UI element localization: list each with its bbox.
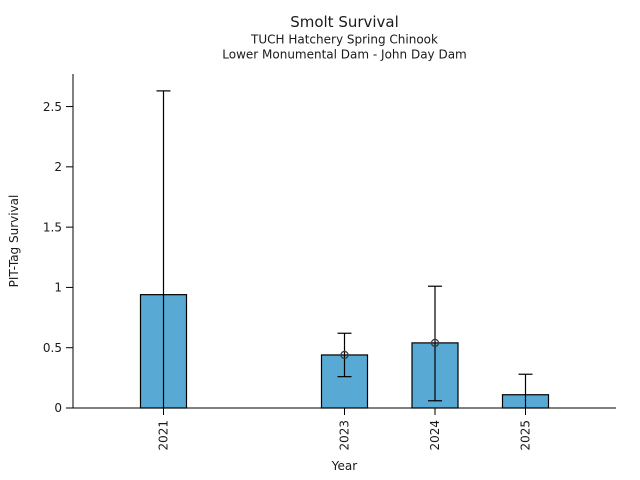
y-tick-label: 2.5 [43,100,62,114]
point-marker-2024 [430,338,440,348]
y-axis-label: PIT-Tag Survival [7,195,21,288]
y-tick-label: 2 [54,160,62,174]
x-axis-label: Year [331,459,357,473]
x-tick-label-2021: 2021 [157,420,171,451]
bar-series [139,90,550,409]
x-tick-label-2023: 2023 [338,420,352,451]
x-axis-ticks: 2021 2023 2024 2025 [157,408,533,451]
y-axis-ticks: 0 0.5 1 1.5 2 2.5 [43,100,73,415]
y-tick-label: 0.5 [43,341,62,355]
chart-subtitle-stock: TUCH Hatchery Spring Chinook [250,33,438,47]
y-tick-label: 0 [54,401,62,415]
y-tick-label: 1 [54,281,62,295]
chart-title: Smolt Survival [290,13,399,31]
chart-subtitle-reach: Lower Monumental Dam - John Day Dam [222,48,467,62]
y-tick-label: 1.5 [43,220,62,234]
x-tick-label-2024: 2024 [428,420,442,451]
point-marker-2023 [340,350,349,360]
title-block: Smolt Survival TUCH Hatchery Spring Chin… [222,13,467,62]
x-tick-label-2025: 2025 [519,420,533,451]
